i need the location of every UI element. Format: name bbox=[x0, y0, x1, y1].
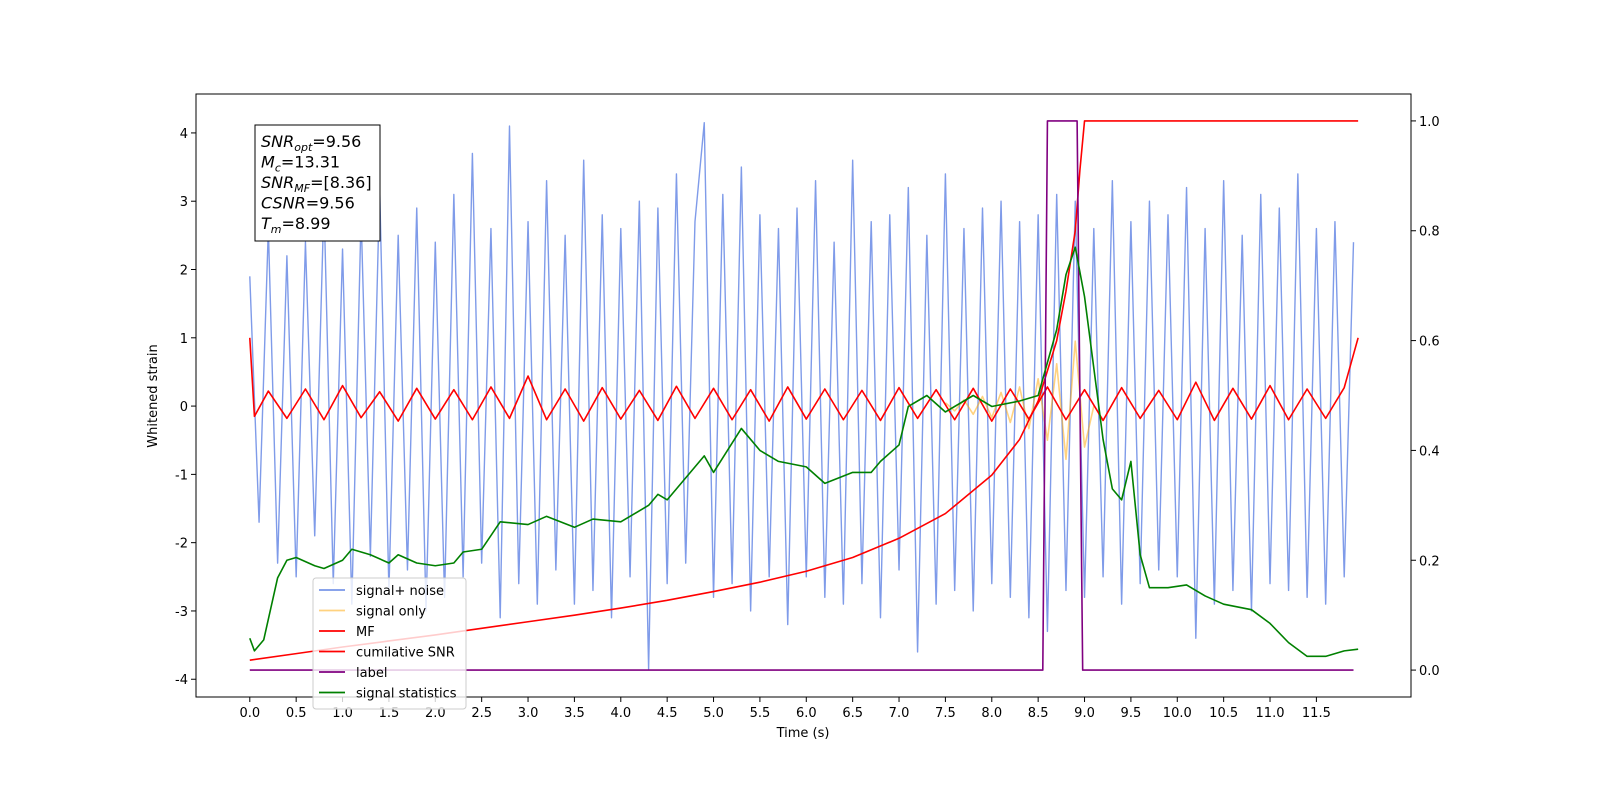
x-tick-label: 9.0 bbox=[1074, 706, 1095, 721]
series-line bbox=[249, 120, 1354, 671]
y-tick-label: -1 bbox=[175, 468, 188, 483]
series-line bbox=[249, 246, 1359, 658]
annotation-symbol: T bbox=[261, 214, 272, 233]
x-tick-label: 0.5 bbox=[286, 706, 307, 721]
x-tick-label: 8.5 bbox=[1028, 706, 1049, 721]
x-tick-label: 2.0 bbox=[425, 706, 446, 721]
y2-tick-label: 0.0 bbox=[1419, 664, 1440, 679]
x-tick-label: 0.0 bbox=[239, 706, 260, 721]
annotation-line: SNRopt=9.56 bbox=[261, 132, 361, 154]
x-tick-label: 9.5 bbox=[1121, 706, 1142, 721]
annotation-symbol: SNR bbox=[261, 173, 294, 192]
annotation-subscript: opt bbox=[294, 141, 313, 154]
annotation-line: Mc=13.31 bbox=[261, 153, 340, 175]
annotation-symbol: CSNR bbox=[261, 194, 306, 213]
y2-tick-label: 0.8 bbox=[1419, 225, 1440, 240]
y-tick-label: -2 bbox=[175, 537, 188, 552]
y2-tick-label: 0.2 bbox=[1419, 554, 1440, 569]
x-tick-label: 7.5 bbox=[935, 706, 956, 721]
x-tick-label: 11.5 bbox=[1302, 706, 1331, 721]
y-tick-label: -3 bbox=[175, 605, 188, 620]
y2-tick-label: 0.4 bbox=[1419, 444, 1440, 459]
y-tick-label: 1 bbox=[180, 332, 188, 347]
annotation-box bbox=[254, 124, 381, 242]
x-tick-label: 1.0 bbox=[332, 706, 353, 721]
annotation-subscript: m bbox=[271, 223, 282, 236]
y2-tick-label: 0.6 bbox=[1419, 335, 1440, 350]
legend-box bbox=[312, 577, 467, 710]
annotation-line: Tm=8.99 bbox=[261, 214, 331, 236]
series-line bbox=[249, 121, 1355, 670]
annotation-value: =9.56 bbox=[306, 194, 355, 213]
x-tick-label: 6.0 bbox=[796, 706, 817, 721]
x-tick-label: 4.5 bbox=[657, 706, 678, 721]
annotation-subscript: MF bbox=[294, 182, 310, 195]
annotation-value: =8.99 bbox=[282, 214, 331, 233]
legend-label: MF bbox=[356, 625, 375, 640]
legend-label: signal+ noise bbox=[356, 584, 444, 599]
y-tick-label: 2 bbox=[180, 264, 188, 279]
y-tick-label: 0 bbox=[180, 400, 188, 415]
series-line bbox=[944, 340, 1095, 461]
x-tick-label: 3.5 bbox=[564, 706, 585, 721]
y-axis-label: Whitened strain bbox=[146, 344, 161, 447]
x-tick-label: 11.0 bbox=[1256, 706, 1285, 721]
x-tick-label: 3.0 bbox=[518, 706, 539, 721]
x-tick-label: 6.5 bbox=[842, 706, 863, 721]
x-axis-label: Time (s) bbox=[776, 726, 830, 741]
x-tick-label: 7.0 bbox=[889, 706, 910, 721]
x-tick-label: 4.0 bbox=[610, 706, 631, 721]
x-tick-label: 8.0 bbox=[981, 706, 1002, 721]
legend-label: signal statistics bbox=[356, 687, 457, 702]
annotation-line: SNRMF=[8.36] bbox=[261, 173, 372, 195]
legend-label: signal only bbox=[356, 605, 426, 620]
annotation-symbol: M bbox=[261, 153, 275, 172]
y-tick-label: -4 bbox=[175, 673, 188, 688]
x-tick-label: 10.0 bbox=[1163, 706, 1192, 721]
annotation-value: =9.56 bbox=[312, 132, 361, 151]
annotation-symbol: SNR bbox=[261, 132, 294, 151]
series-line bbox=[248, 337, 1359, 422]
x-tick-label: 2.5 bbox=[471, 706, 492, 721]
annotation-value: =13.31 bbox=[281, 153, 340, 172]
annotation-subscript: c bbox=[275, 162, 281, 175]
y-tick-label: 4 bbox=[180, 127, 188, 142]
x-tick-label: 5.5 bbox=[750, 706, 771, 721]
annotation-line: CSNR=9.56 bbox=[261, 194, 355, 213]
plot-frame bbox=[195, 93, 1412, 698]
y2-tick-label: 1.0 bbox=[1419, 115, 1440, 130]
legend-label: cumilative SNR bbox=[356, 646, 455, 661]
legend-label: label bbox=[356, 666, 387, 681]
x-tick-label: 5.0 bbox=[703, 706, 724, 721]
annotation-value: =[8.36] bbox=[310, 173, 372, 192]
y-tick-label: 3 bbox=[180, 195, 188, 210]
x-tick-label: 1.5 bbox=[379, 706, 400, 721]
x-tick-label: 10.5 bbox=[1209, 706, 1238, 721]
